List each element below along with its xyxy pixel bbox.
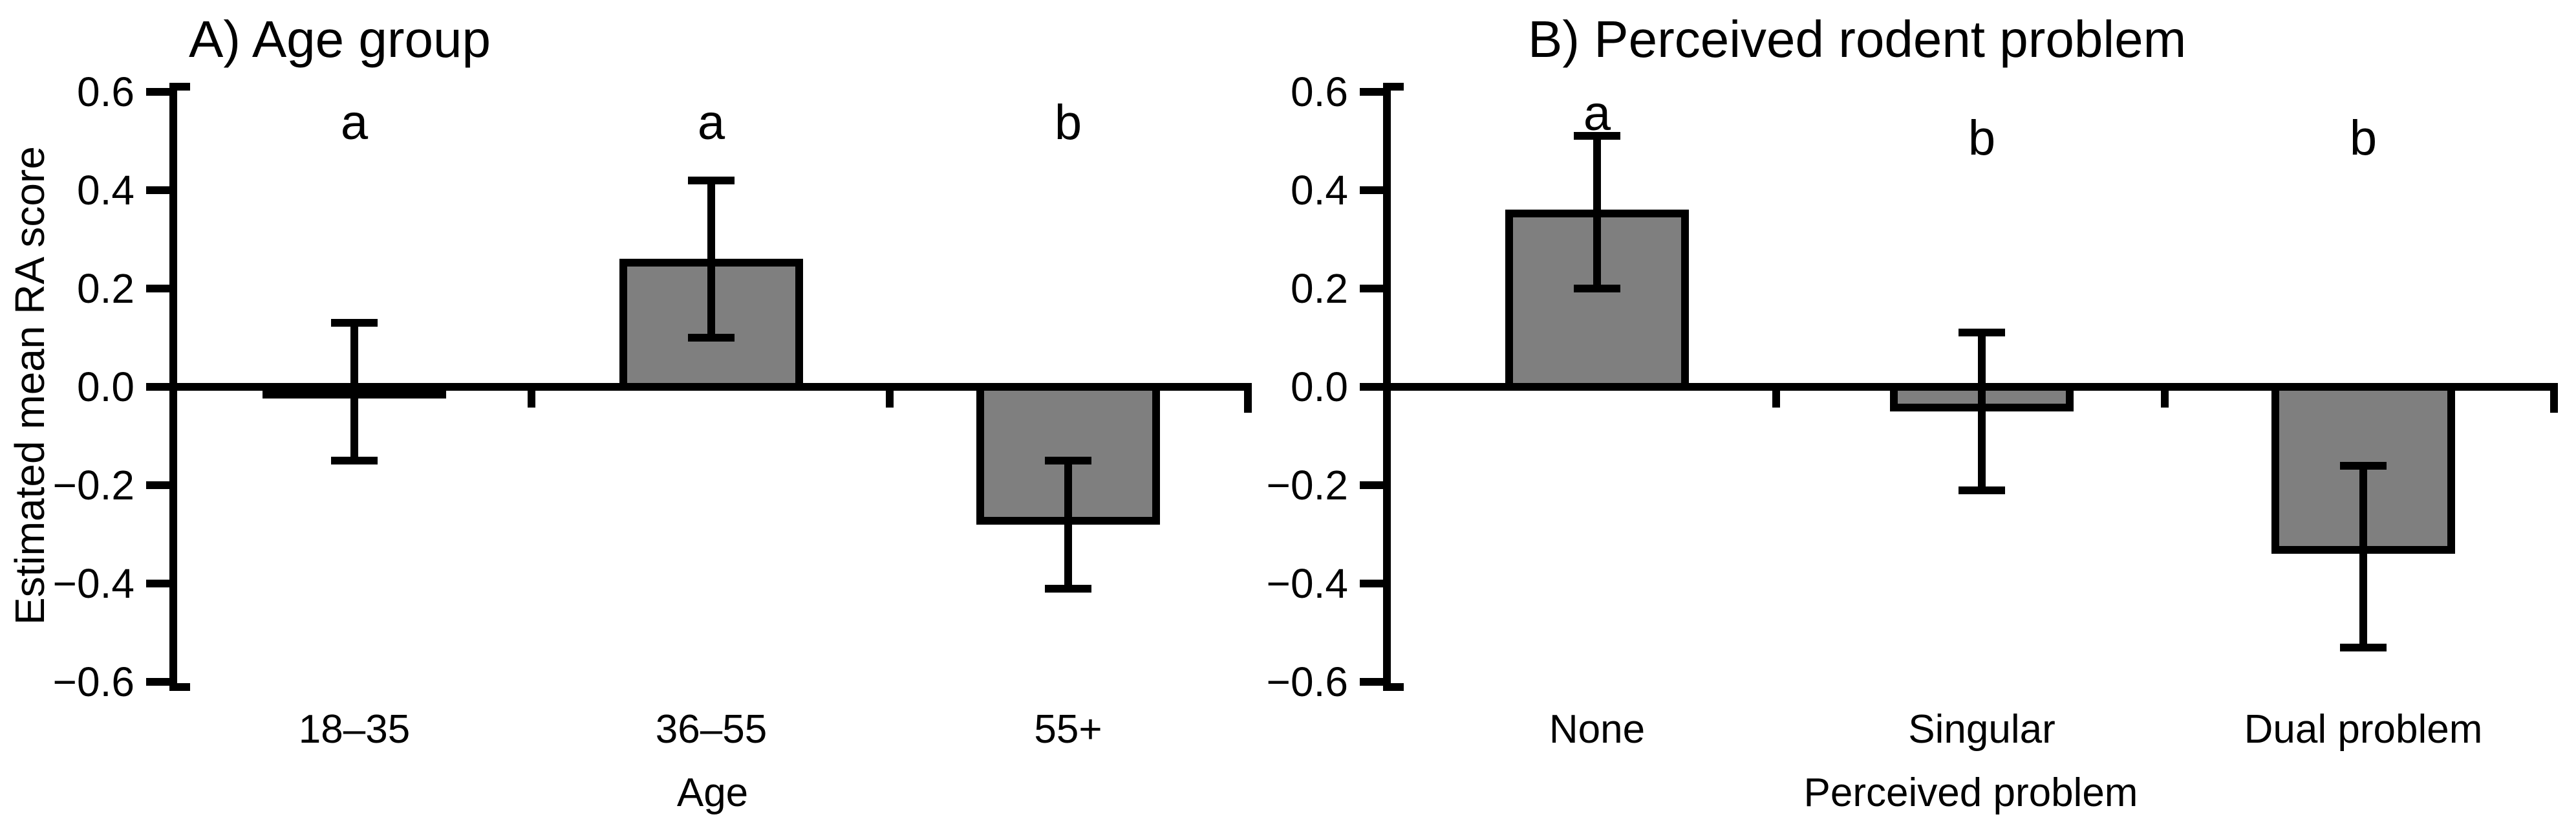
error-bar-line: [707, 180, 715, 338]
y-tick-label: −0.2: [52, 462, 134, 508]
y-tick: [146, 88, 169, 96]
y-tick: [1360, 481, 1383, 489]
error-bar-cap-top: [2340, 461, 2387, 470]
x-category-separator-tick: [886, 391, 894, 408]
panel-b-title: B) Perceived rodent problem: [1528, 10, 2187, 68]
y-tick: [146, 383, 169, 391]
y-tick-label: 0.6: [1291, 69, 1348, 115]
y-tick-label: −0.6: [52, 659, 134, 705]
y-axis-end-cap-top: [1387, 83, 1404, 91]
error-bar-cap-top: [1045, 457, 1091, 464]
y-tick-label: 0.2: [77, 265, 134, 312]
significance-letter: b: [1054, 95, 1082, 150]
y-tick-label: −0.4: [52, 560, 134, 607]
error-bar-cap-bottom: [2340, 643, 2387, 651]
x-axis-end-tick: [1244, 391, 1252, 413]
x-axis-line: [1383, 383, 2558, 391]
error-bar-cap-top: [1574, 132, 1620, 140]
error-bar-cap-top: [331, 319, 378, 327]
significance-letter: a: [697, 95, 725, 150]
y-tick-label: 0.0: [77, 364, 134, 410]
error-bar-cap-bottom: [1959, 486, 2005, 494]
x-category-separator-tick: [2161, 391, 2169, 408]
error-bar-line: [2359, 465, 2367, 648]
y-tick-label: −0.4: [1266, 560, 1348, 607]
significance-letter: a: [340, 95, 369, 150]
y-tick: [1360, 580, 1383, 587]
significance-letter: a: [1583, 86, 1611, 141]
y-tick: [1360, 383, 1383, 391]
panel-b-x-axis-title: Perceived problem: [1803, 770, 2138, 815]
x-category-label-None: None: [1549, 707, 1646, 752]
y-tick: [146, 186, 169, 194]
panel-a-x-axis-title: Age: [676, 770, 749, 815]
x-category-separator-tick: [528, 391, 535, 408]
y-axis-end-cap-bottom: [1387, 683, 1404, 691]
y-tick: [146, 285, 169, 292]
error-bar-line: [1593, 136, 1601, 289]
error-bar-line: [1978, 333, 1986, 490]
y-tick-label: 0.6: [77, 69, 134, 115]
y-tick-label: 0.4: [77, 167, 134, 213]
x-category-label-36–55: 36–55: [655, 707, 767, 752]
y-tick: [146, 481, 169, 489]
error-bar-cap-top: [1959, 329, 2005, 337]
error-bar-cap-bottom: [1574, 285, 1620, 292]
y-tick: [1360, 678, 1383, 686]
y-tick: [146, 580, 169, 587]
y-tick: [1360, 88, 1383, 96]
x-category-label-Dual problem: Dual problem: [2244, 707, 2483, 752]
y-tick-label: −0.2: [1266, 462, 1348, 508]
y-tick: [1360, 285, 1383, 292]
y-tick-label: 0.0: [1291, 364, 1348, 410]
error-bar-cap-top: [688, 176, 735, 184]
error-bar-cap-bottom: [1045, 584, 1091, 593]
significance-letter: b: [2349, 111, 2377, 166]
x-axis-end-tick: [2550, 391, 2558, 413]
error-bar-cap-bottom: [331, 457, 378, 464]
x-category-label-55+: 55+: [1034, 707, 1102, 752]
error-bar-cap-bottom: [688, 334, 735, 342]
error-bar-line: [1064, 461, 1072, 589]
x-category-label-18–35: 18–35: [298, 707, 411, 752]
x-category-separator-tick: [1772, 391, 1780, 408]
y-axis-end-cap-bottom: [173, 683, 190, 691]
y-tick-label: 0.2: [1291, 265, 1348, 312]
y-tick-label: 0.4: [1291, 167, 1348, 213]
error-bar-line: [350, 323, 358, 461]
y-axis-end-cap-top: [173, 83, 190, 91]
y-tick-label: −0.6: [1266, 659, 1348, 705]
x-category-label-Singular: Singular: [1908, 707, 2055, 752]
y-tick: [1360, 186, 1383, 194]
y-tick: [146, 678, 169, 686]
x-axis-line: [169, 383, 1252, 391]
significance-letter: b: [1968, 111, 1996, 166]
panel-a-title: A) Age group: [189, 10, 491, 68]
